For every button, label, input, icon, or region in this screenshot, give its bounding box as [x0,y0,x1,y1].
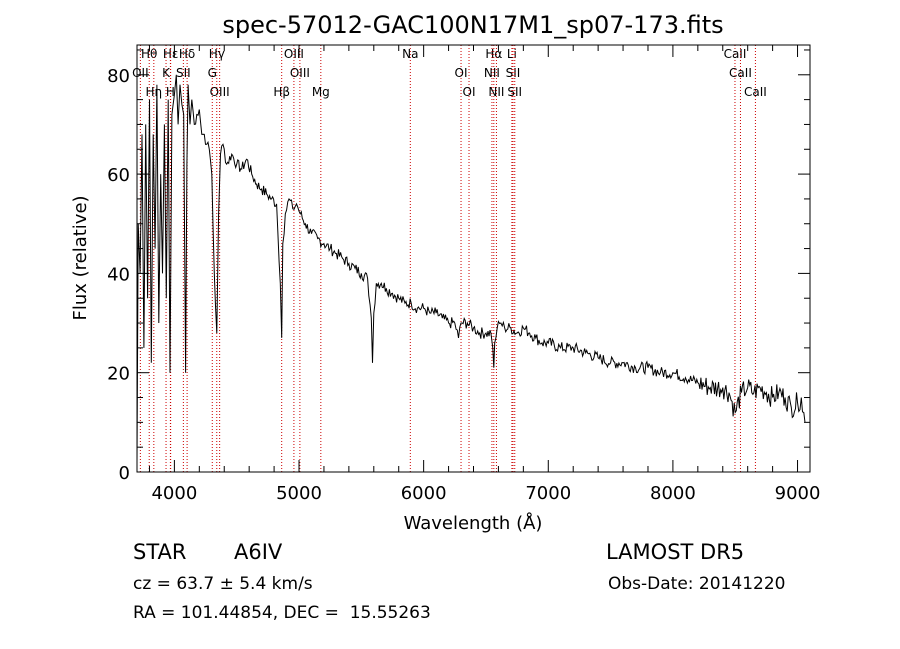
line-marker-label: OIII [290,66,310,80]
line-marker-label: Hη [146,85,163,99]
line-marker-label: K [162,66,171,80]
line-marker-label: Hθ [141,47,157,61]
line-marker-label: NII [484,66,500,80]
y-tick-label: 40 [107,264,130,285]
y-tick-label: 80 [107,66,130,87]
line-marker-label: OI [455,66,468,80]
y-tick-label: 20 [107,364,130,385]
x-tick-label: 7000 [525,483,571,504]
x-tick-label: 8000 [650,483,696,504]
line-marker-label: CaII [724,47,747,61]
coordinates: RA = 101.44854, DEC = 15.55263 [133,603,431,623]
y-tick-label: 0 [119,463,130,484]
y-tick-label: 60 [107,165,130,186]
line-marker-label: G [208,66,217,80]
line-marker-label: SII [176,66,191,80]
emission-line-markers: HθOIIHηHεKHHδSIIOIIIHγGHβOIIIOIIIMgNaOIO… [132,45,767,472]
line-marker-label: Hδ [179,47,195,61]
line-marker-label: SII [506,66,521,80]
line-marker-label: OIII [210,85,230,99]
line-marker-label: Hβ [273,85,290,99]
x-tick-label: 5000 [276,483,322,504]
line-marker-label: OIII [284,47,304,61]
line-marker-label: Hγ [209,47,225,61]
x-tick-label: 4000 [151,483,197,504]
survey-name: LAMOST DR5 [606,540,745,564]
observation-date: Obs-Date: 20141220 [608,574,786,594]
object-subclass: A6IV [234,540,283,564]
x-tick-label: 9000 [775,483,821,504]
line-marker-label: Hα [485,47,502,61]
spectrum-line [136,74,806,463]
object-class: STAR [133,540,187,564]
y-axis-label: Flux (relative) [70,195,91,320]
chart-title: spec-57012-GAC100N17M1_sp07-173.fits [222,11,723,39]
line-marker-label: Li [507,47,517,61]
line-marker-label: H [166,85,175,99]
x-tick-label: 6000 [401,483,447,504]
axis-ticks: 4000 5000 6000 7000 8000 9000 0 20 40 60 80 [107,45,820,504]
line-marker-label: OII [132,66,149,80]
line-marker-label: Mg [312,85,330,99]
line-marker-label: NII [488,85,504,99]
line-marker-label: CaII [744,85,767,99]
line-marker-label: OI [463,85,476,99]
redshift-velocity: cz = 63.7 ± 5.4 km/s [133,574,313,594]
x-axis-label: Wavelength (Å) [404,512,543,534]
line-marker-label: CaII [729,66,752,80]
line-marker-label: Na [402,47,418,61]
line-marker-label: SII [507,85,522,99]
plot-frame [136,44,811,473]
